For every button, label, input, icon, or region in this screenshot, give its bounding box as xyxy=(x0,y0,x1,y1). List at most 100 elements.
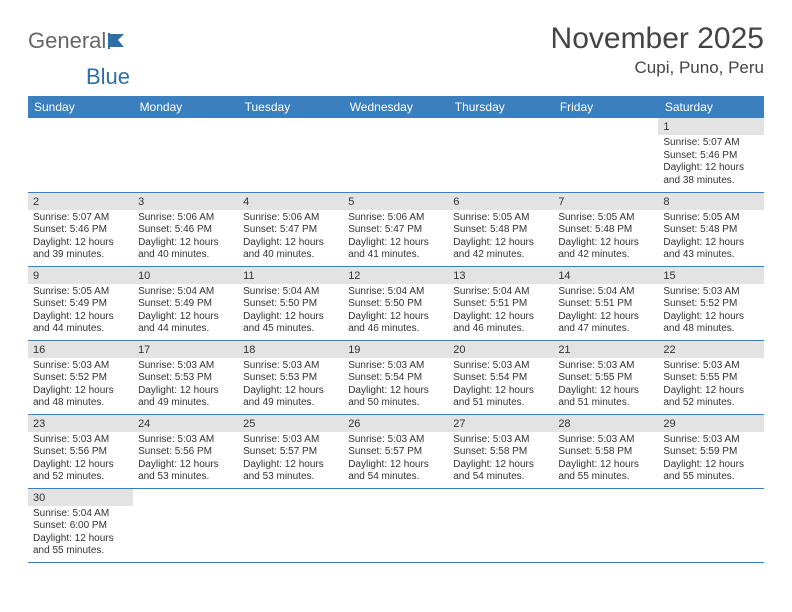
day-number: 9 xyxy=(28,267,133,284)
daylight-line: Daylight: 12 hours and 42 minutes. xyxy=(558,237,653,262)
month-title: November 2025 xyxy=(551,22,764,56)
daylight-line: Daylight: 12 hours and 49 minutes. xyxy=(138,385,233,410)
sunset-line: Sunset: 5:57 PM xyxy=(243,446,338,459)
day-details: Sunrise: 5:03 AMSunset: 5:52 PMDaylight:… xyxy=(658,284,763,339)
day-number: 7 xyxy=(553,193,658,210)
day-number: 30 xyxy=(28,489,133,506)
sunset-line: Sunset: 5:47 PM xyxy=(243,224,338,237)
day-details: Sunrise: 5:03 AMSunset: 5:57 PMDaylight:… xyxy=(238,432,343,487)
calendar-day: 27Sunrise: 5:03 AMSunset: 5:58 PMDayligh… xyxy=(448,414,553,488)
calendar-body: 1Sunrise: 5:07 AMSunset: 5:46 PMDaylight… xyxy=(28,118,764,562)
daylight-line: Daylight: 12 hours and 54 minutes. xyxy=(453,459,548,484)
day-details: Sunrise: 5:04 AMSunset: 6:00 PMDaylight:… xyxy=(28,506,133,561)
daylight-line: Daylight: 12 hours and 50 minutes. xyxy=(348,385,443,410)
sunrise-line: Sunrise: 5:03 AM xyxy=(558,360,653,373)
day-details: Sunrise: 5:07 AMSunset: 5:46 PMDaylight:… xyxy=(28,210,133,265)
sunrise-line: Sunrise: 5:03 AM xyxy=(138,360,233,373)
day-number: 20 xyxy=(448,341,553,358)
calendar-day: 4Sunrise: 5:06 AMSunset: 5:47 PMDaylight… xyxy=(238,192,343,266)
sunrise-line: Sunrise: 5:03 AM xyxy=(558,434,653,447)
calendar-day: 21Sunrise: 5:03 AMSunset: 5:55 PMDayligh… xyxy=(553,340,658,414)
sunrise-line: Sunrise: 5:03 AM xyxy=(243,360,338,373)
sunset-line: Sunset: 5:46 PM xyxy=(138,224,233,237)
calendar-day: 13Sunrise: 5:04 AMSunset: 5:51 PMDayligh… xyxy=(448,266,553,340)
calendar-day: 25Sunrise: 5:03 AMSunset: 5:57 PMDayligh… xyxy=(238,414,343,488)
sunset-line: Sunset: 5:48 PM xyxy=(663,224,758,237)
sunrise-line: Sunrise: 5:04 AM xyxy=(243,286,338,299)
calendar-row: 23Sunrise: 5:03 AMSunset: 5:56 PMDayligh… xyxy=(28,414,764,488)
day-details: Sunrise: 5:04 AMSunset: 5:50 PMDaylight:… xyxy=(343,284,448,339)
day-number: 12 xyxy=(343,267,448,284)
weekday-header: Saturday xyxy=(658,96,763,118)
sunrise-line: Sunrise: 5:03 AM xyxy=(663,434,758,447)
sunrise-line: Sunrise: 5:03 AM xyxy=(348,360,443,373)
calendar-day: 23Sunrise: 5:03 AMSunset: 5:56 PMDayligh… xyxy=(28,414,133,488)
day-details: Sunrise: 5:03 AMSunset: 5:54 PMDaylight:… xyxy=(448,358,553,413)
sunset-line: Sunset: 5:59 PM xyxy=(663,446,758,459)
sunset-line: Sunset: 5:58 PM xyxy=(558,446,653,459)
calendar-day: 9Sunrise: 5:05 AMSunset: 5:49 PMDaylight… xyxy=(28,266,133,340)
day-details: Sunrise: 5:05 AMSunset: 5:48 PMDaylight:… xyxy=(448,210,553,265)
day-number: 29 xyxy=(658,415,763,432)
calendar-empty xyxy=(448,488,553,562)
day-number: 2 xyxy=(28,193,133,210)
sunrise-line: Sunrise: 5:05 AM xyxy=(663,212,758,225)
daylight-line: Daylight: 12 hours and 47 minutes. xyxy=(558,311,653,336)
sunset-line: Sunset: 5:49 PM xyxy=(138,298,233,311)
daylight-line: Daylight: 12 hours and 42 minutes. xyxy=(453,237,548,262)
day-number: 18 xyxy=(238,341,343,358)
daylight-line: Daylight: 12 hours and 53 minutes. xyxy=(243,459,338,484)
sunset-line: Sunset: 5:46 PM xyxy=(33,224,128,237)
sunset-line: Sunset: 5:49 PM xyxy=(33,298,128,311)
calendar-empty xyxy=(658,488,763,562)
day-number: 15 xyxy=(658,267,763,284)
sunrise-line: Sunrise: 5:04 AM xyxy=(33,508,128,521)
sunrise-line: Sunrise: 5:06 AM xyxy=(138,212,233,225)
day-number: 17 xyxy=(133,341,238,358)
daylight-line: Daylight: 12 hours and 52 minutes. xyxy=(663,385,758,410)
sunrise-line: Sunrise: 5:03 AM xyxy=(453,360,548,373)
daylight-line: Daylight: 12 hours and 39 minutes. xyxy=(33,237,128,262)
day-details: Sunrise: 5:06 AMSunset: 5:47 PMDaylight:… xyxy=(238,210,343,265)
daylight-line: Daylight: 12 hours and 43 minutes. xyxy=(663,237,758,262)
calendar-day: 20Sunrise: 5:03 AMSunset: 5:54 PMDayligh… xyxy=(448,340,553,414)
day-details: Sunrise: 5:04 AMSunset: 5:51 PMDaylight:… xyxy=(553,284,658,339)
sunset-line: Sunset: 5:47 PM xyxy=(348,224,443,237)
calendar-row: 16Sunrise: 5:03 AMSunset: 5:52 PMDayligh… xyxy=(28,340,764,414)
day-number: 24 xyxy=(133,415,238,432)
day-details: Sunrise: 5:05 AMSunset: 5:49 PMDaylight:… xyxy=(28,284,133,339)
calendar-empty xyxy=(133,118,238,192)
calendar-day: 28Sunrise: 5:03 AMSunset: 5:58 PMDayligh… xyxy=(553,414,658,488)
calendar-day: 17Sunrise: 5:03 AMSunset: 5:53 PMDayligh… xyxy=(133,340,238,414)
weekday-header-row: SundayMondayTuesdayWednesdayThursdayFrid… xyxy=(28,96,764,118)
day-details: Sunrise: 5:03 AMSunset: 5:53 PMDaylight:… xyxy=(238,358,343,413)
day-details: Sunrise: 5:04 AMSunset: 5:50 PMDaylight:… xyxy=(238,284,343,339)
day-details: Sunrise: 5:04 AMSunset: 5:51 PMDaylight:… xyxy=(448,284,553,339)
sunrise-line: Sunrise: 5:04 AM xyxy=(453,286,548,299)
daylight-line: Daylight: 12 hours and 51 minutes. xyxy=(453,385,548,410)
weekday-header: Wednesday xyxy=(343,96,448,118)
day-details: Sunrise: 5:05 AMSunset: 5:48 PMDaylight:… xyxy=(553,210,658,265)
daylight-line: Daylight: 12 hours and 53 minutes. xyxy=(138,459,233,484)
sunrise-line: Sunrise: 5:03 AM xyxy=(348,434,443,447)
sunset-line: Sunset: 5:50 PM xyxy=(348,298,443,311)
day-details: Sunrise: 5:03 AMSunset: 5:58 PMDaylight:… xyxy=(448,432,553,487)
day-details: Sunrise: 5:06 AMSunset: 5:46 PMDaylight:… xyxy=(133,210,238,265)
sunset-line: Sunset: 5:55 PM xyxy=(558,372,653,385)
calendar-day: 8Sunrise: 5:05 AMSunset: 5:48 PMDaylight… xyxy=(658,192,763,266)
calendar-empty xyxy=(133,488,238,562)
day-number: 22 xyxy=(658,341,763,358)
day-details: Sunrise: 5:03 AMSunset: 5:52 PMDaylight:… xyxy=(28,358,133,413)
daylight-line: Daylight: 12 hours and 38 minutes. xyxy=(663,162,758,187)
sunrise-line: Sunrise: 5:03 AM xyxy=(453,434,548,447)
sunset-line: Sunset: 5:54 PM xyxy=(348,372,443,385)
daylight-line: Daylight: 12 hours and 48 minutes. xyxy=(663,311,758,336)
daylight-line: Daylight: 12 hours and 54 minutes. xyxy=(348,459,443,484)
calendar-day: 6Sunrise: 5:05 AMSunset: 5:48 PMDaylight… xyxy=(448,192,553,266)
daylight-line: Daylight: 12 hours and 55 minutes. xyxy=(663,459,758,484)
calendar-day: 18Sunrise: 5:03 AMSunset: 5:53 PMDayligh… xyxy=(238,340,343,414)
calendar-empty xyxy=(238,488,343,562)
day-details: Sunrise: 5:03 AMSunset: 5:57 PMDaylight:… xyxy=(343,432,448,487)
daylight-line: Daylight: 12 hours and 48 minutes. xyxy=(33,385,128,410)
daylight-line: Daylight: 12 hours and 45 minutes. xyxy=(243,311,338,336)
